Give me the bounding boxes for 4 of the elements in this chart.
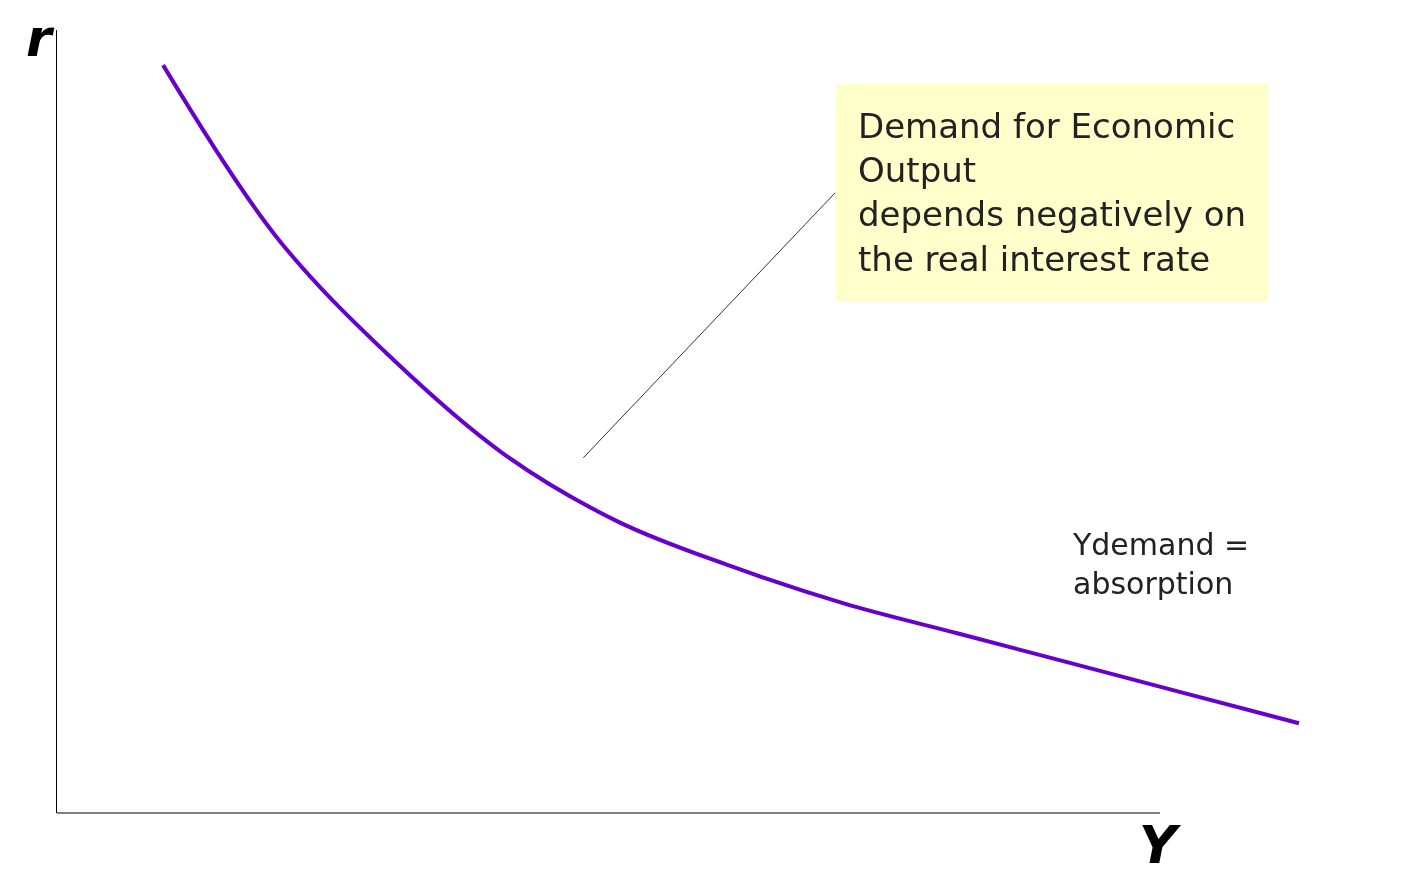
annotation: Demand for Economic Output depends negatively on the real interest rate [858, 106, 1247, 279]
y-axis-title: r [26, 8, 55, 68]
x-axis-title: Y [1139, 815, 1182, 875]
annotation: Ydemand = absorption [1072, 527, 1250, 601]
